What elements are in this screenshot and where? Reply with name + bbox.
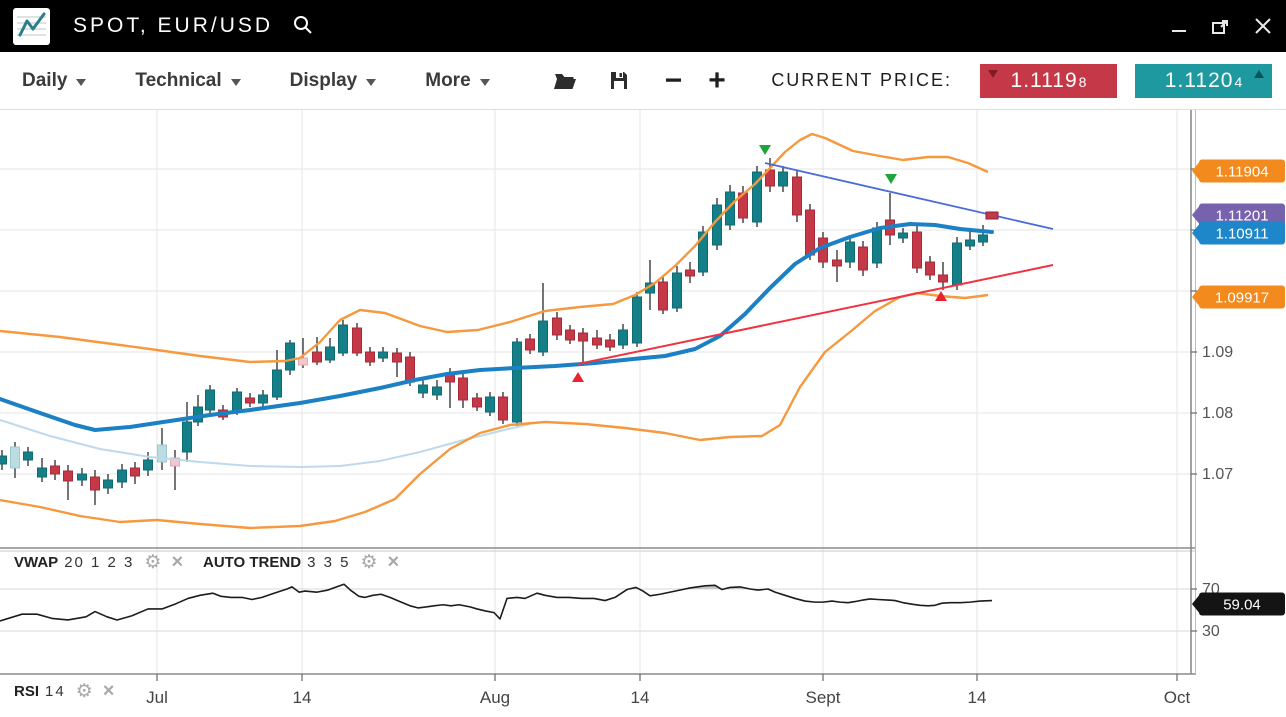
ask-price[interactable]: 1.1120 4: [1135, 63, 1272, 98]
rsi-params: 14: [45, 682, 66, 700]
chevron-down-icon: [76, 78, 87, 86]
svg-text:14: 14: [293, 688, 312, 707]
vwap-name: VWAP: [14, 553, 59, 571]
bid-price[interactable]: 1.1119 8: [980, 63, 1117, 98]
vwap-indicator-label: VWAP 20 1 2 3 ⚙ ×: [14, 552, 183, 572]
chevron-down-icon: [366, 78, 377, 86]
svg-text:1.10911: 1.10911: [1215, 226, 1268, 243]
svg-text:59.04: 59.04: [1223, 597, 1261, 614]
bid-main: 1.1119: [1010, 68, 1078, 92]
app-logo: [13, 7, 50, 45]
gear-icon[interactable]: ⚙: [75, 680, 93, 702]
restore-button[interactable]: [1208, 13, 1234, 39]
price-tag: [1192, 592, 1285, 616]
svg-text:Jul: Jul: [146, 688, 168, 707]
autotrend-indicator-label: AUTO TREND 3 3 5 ⚙ ×: [203, 552, 399, 572]
rsi-indicator-label: RSI 14 ⚙ ×: [14, 681, 114, 701]
autotrend-name: AUTO TREND: [203, 553, 302, 571]
minimize-button[interactable]: [1166, 13, 1192, 39]
price-tag: [1192, 221, 1285, 245]
menu-daily-label: Daily: [22, 69, 68, 91]
menu-technical[interactable]: Technical: [135, 69, 241, 92]
current-price-label: CURRENT PRICE:: [771, 70, 952, 90]
search-icon[interactable]: [291, 13, 317, 39]
price-up-arrow-icon: [1254, 69, 1264, 78]
svg-text:1.07: 1.07: [1202, 466, 1233, 483]
menu-more[interactable]: More: [425, 69, 490, 92]
sell-signal-icon: [885, 174, 897, 184]
trendline-0[interactable]: [764, 162, 1054, 230]
chevron-down-icon: [479, 78, 490, 86]
svg-text:Aug: Aug: [480, 688, 510, 707]
svg-text:14: 14: [968, 688, 987, 707]
svg-text:1.11201: 1.11201: [1215, 208, 1268, 225]
page-title: SPOT, EUR/USD: [73, 14, 274, 37]
chevron-down-icon: [230, 78, 241, 86]
menu-more-label: More: [425, 69, 471, 91]
gridlines: [0, 110, 1191, 674]
vwap-lower-band: [0, 419, 531, 469]
rsi-line: [0, 583, 993, 622]
svg-text:Oct: Oct: [1164, 688, 1191, 707]
svg-text:1.08: 1.08: [1202, 405, 1233, 422]
rsi-name: RSI: [14, 682, 40, 700]
menu-display[interactable]: Display: [290, 70, 377, 92]
remove-indicator-icon[interactable]: ×: [102, 680, 115, 702]
remove-indicator-icon[interactable]: ×: [171, 551, 184, 573]
svg-text:1.11904: 1.11904: [1215, 164, 1268, 181]
ask-main: 1.1120: [1164, 68, 1234, 92]
last-bar-marker: [985, 211, 999, 220]
buy-signal-icon: [572, 372, 584, 382]
svg-text:30: 30: [1202, 623, 1220, 640]
remove-indicator-icon[interactable]: ×: [387, 551, 400, 573]
gear-icon[interactable]: ⚙: [144, 551, 162, 573]
vwap-line: [0, 222, 994, 432]
svg-text:1.09: 1.09: [1202, 344, 1233, 361]
title-bar: SPOT, EUR/USD: [0, 0, 1286, 52]
price-down-arrow-icon: [988, 69, 998, 78]
vwap-params: 20 1 2 3: [64, 553, 135, 571]
svg-text:14: 14: [631, 688, 650, 707]
menu-display-label: Display: [289, 69, 358, 91]
autotrend-params: 3 3 5: [307, 553, 351, 571]
chart-area: 1.09 1.08 1.07 70 30 Jul 14 Aug 14 Sept 14 Oct 1.119…: [0, 110, 1286, 717]
zoom-out-button[interactable]: −: [664, 63, 683, 97]
menu-technical-label: Technical: [135, 69, 222, 91]
gear-icon[interactable]: ⚙: [360, 551, 378, 573]
close-button[interactable]: [1250, 13, 1276, 39]
buy-signal-icon: [935, 291, 947, 301]
zoom-in-button[interactable]: +: [708, 63, 726, 97]
ask-pip: 4: [1234, 73, 1243, 90]
price-tag: [1192, 203, 1285, 227]
price-tag: [1192, 159, 1285, 183]
sell-signal-icon: [759, 145, 771, 155]
open-folder-icon[interactable]: [553, 69, 581, 93]
svg-text:Sept: Sept: [806, 688, 841, 707]
save-icon[interactable]: [607, 69, 633, 93]
menu-daily[interactable]: Daily: [22, 69, 87, 92]
trendline-1[interactable]: [577, 264, 1054, 365]
svg-text:1.09917: 1.09917: [1215, 290, 1269, 307]
lower-band: [0, 291, 989, 530]
toolbar: Daily Technical Display More − + CURRENT…: [0, 52, 1286, 110]
candles: [0, 158, 988, 505]
bid-pip: 8: [1078, 73, 1087, 90]
upper-band: [0, 132, 989, 364]
price-tag: [1192, 285, 1285, 309]
